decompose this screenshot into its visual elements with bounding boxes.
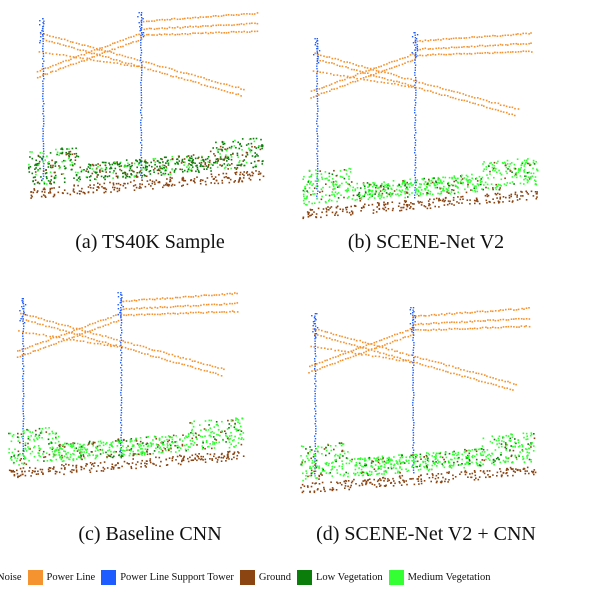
legend: Noise Power Line Power Line Support Tower G… [0, 570, 497, 585]
point-cloud [302, 32, 538, 219]
caption: (a) TS40K Sample [10, 231, 290, 254]
figure [0, 0, 603, 560]
point-cloud [8, 292, 244, 478]
legend-swatch [101, 570, 116, 585]
caption: (d) SCENE-Net V2 + CNN [286, 523, 566, 546]
legend-item: Power Line [28, 570, 96, 585]
legend-swatch [28, 570, 43, 585]
point-cloud [300, 307, 536, 493]
legend-label: Power Line Support Tower [120, 572, 234, 583]
legend-label: Medium Vegetation [408, 572, 491, 583]
legend-item: Ground [240, 570, 291, 585]
legend-item: Power Line Support Tower [101, 570, 234, 585]
legend-label: Ground [259, 572, 291, 583]
caption: (c) Baseline CNN [10, 523, 290, 546]
caption: (b) SCENE-Net V2 [286, 231, 566, 254]
legend-item: Low Vegetation [297, 570, 383, 585]
legend-label: Power Line [47, 572, 96, 583]
point-cloud [28, 12, 264, 199]
legend-item: Medium Vegetation [389, 570, 491, 585]
legend-swatch [297, 570, 312, 585]
legend-swatch [240, 570, 255, 585]
legend-swatch [389, 570, 404, 585]
legend-item: Noise [0, 572, 22, 583]
legend-label: Low Vegetation [316, 572, 383, 583]
legend-label: Noise [0, 572, 22, 583]
